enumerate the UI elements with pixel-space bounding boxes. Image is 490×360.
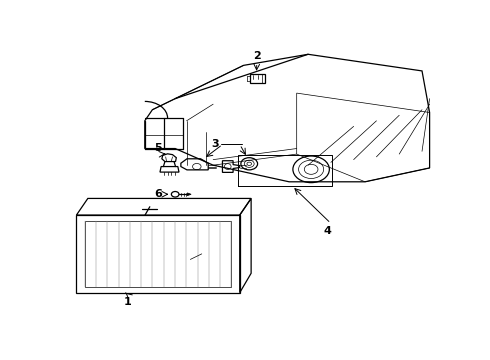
Text: 6: 6 <box>154 189 162 199</box>
Polygon shape <box>187 193 191 195</box>
Text: 2: 2 <box>253 51 261 61</box>
Text: 1: 1 <box>124 297 132 307</box>
Text: 5: 5 <box>154 143 162 153</box>
Text: 3: 3 <box>211 139 219 149</box>
Text: 4: 4 <box>323 226 331 236</box>
